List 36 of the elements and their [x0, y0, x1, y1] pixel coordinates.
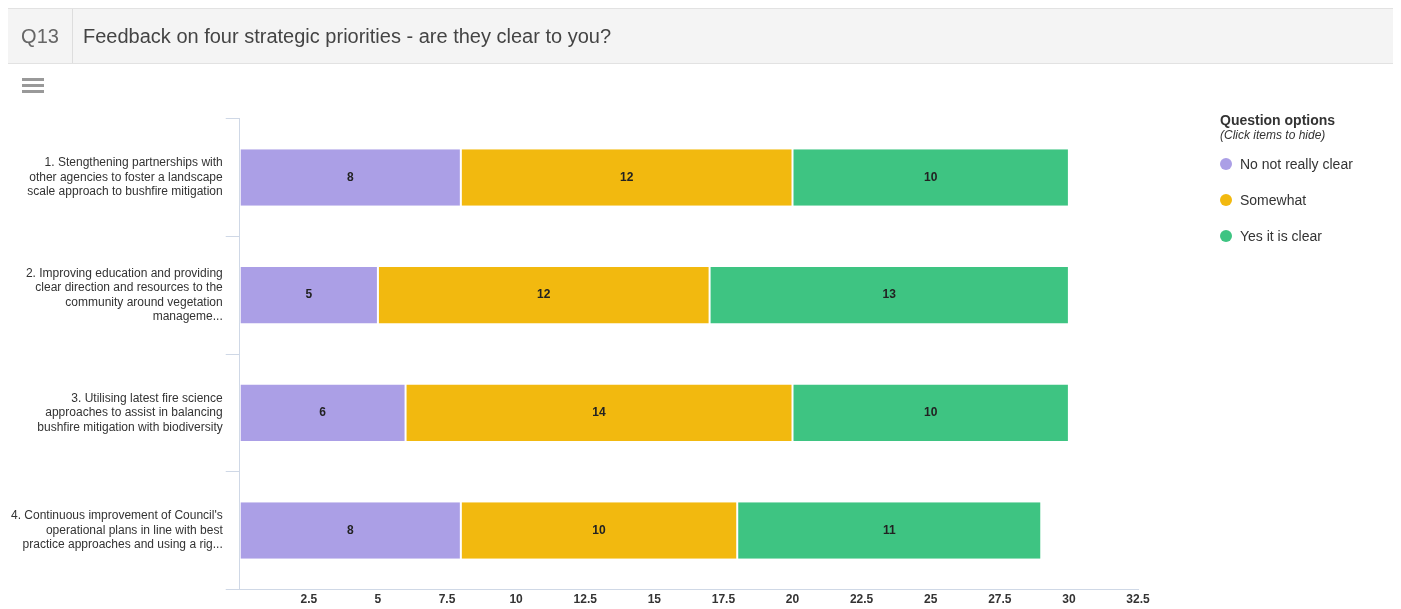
x-tick-label: 32.5 — [1126, 591, 1150, 606]
x-tick-label: 20 — [785, 591, 800, 606]
legend-label: Somewhat — [1240, 192, 1307, 208]
legend-label: No not really clear — [1240, 156, 1353, 172]
x-tick-label: 30 — [1062, 591, 1076, 606]
x-tick-label: 25 — [924, 591, 938, 606]
text: Q13 — [8, 9, 73, 63]
data-label: 12 — [620, 169, 634, 184]
data-label: 10 — [592, 522, 607, 537]
data-label: 13 — [882, 287, 897, 302]
x-tick-label: 2.5 — [300, 591, 318, 606]
data-label: 10 — [924, 169, 938, 184]
data-label: 5 — [305, 287, 313, 302]
data-label: 14 — [592, 405, 607, 420]
data-label: 10 — [924, 405, 938, 420]
data-label: 8 — [346, 169, 354, 184]
y-tick-label: 2. Improving education and providing clear direction and resources to the community around vegetation manageme... — [25, 265, 224, 324]
data-label: 6 — [319, 405, 327, 420]
x-tick-label: 22.5 — [849, 591, 874, 606]
x-tick-label: 15 — [647, 591, 662, 606]
x-tick-label: 10 — [509, 591, 524, 606]
y-tick-label: 4. Continuous improvement of Council's operational plans in line with best practice approaches and using a rig... — [10, 508, 224, 552]
x-tick-label: 17.5 — [711, 591, 736, 606]
legend-title: Question options — [1220, 112, 1337, 128]
x-tick-label: 27.5 — [988, 591, 1012, 606]
x-tick-label: 5 — [374, 591, 382, 606]
chart-title: Feedback on four strategic priorities - are they clear to you? — [82, 24, 612, 48]
x-tick-label: 12.5 — [573, 591, 598, 606]
x-tick-label: 7.5 — [438, 591, 456, 606]
y-tick-label: 1. Stengthening partnerships with other agencies to foster a landscape scale approach to bushfire mitigation — [27, 155, 224, 199]
legend-label: Yes it is clear — [1240, 228, 1322, 244]
y-tick-label: 3. Utilising latest fire science approaches to assist in balancing bushfire mitigation with biodiversity — [37, 390, 224, 434]
data-label: 12 — [537, 287, 551, 302]
data-label: 11 — [882, 522, 896, 537]
data-label: 8 — [346, 522, 354, 537]
text: (Click items to hide) — [1220, 128, 1327, 142]
